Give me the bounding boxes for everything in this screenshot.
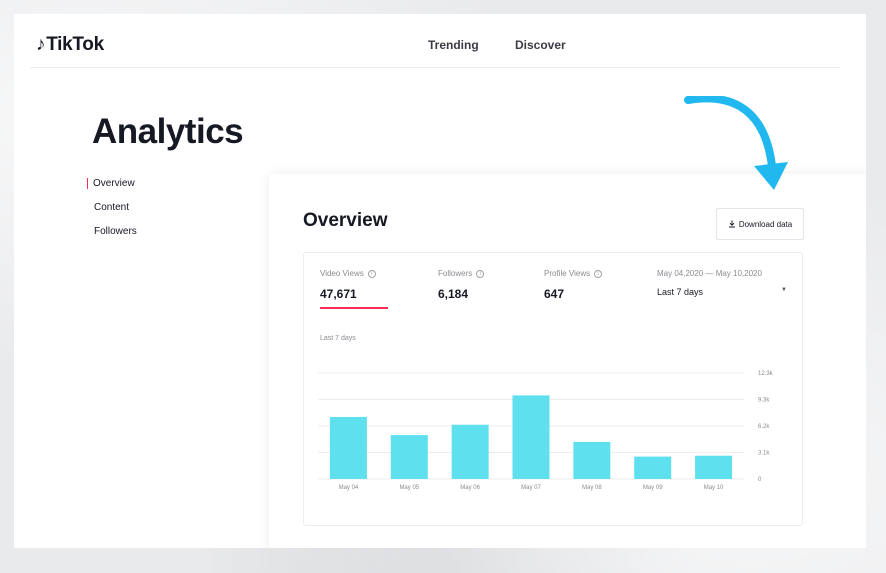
x-tick-label: May 09 [643, 485, 663, 491]
sidebar-item-followers[interactable]: Followers [94, 226, 137, 237]
metric-value: 6,184 [438, 287, 469, 301]
bar-may-07[interactable] [512, 395, 550, 479]
x-tick-label: May 04 [339, 485, 359, 491]
nav-discover[interactable]: Discover [515, 38, 566, 52]
download-data-label: Download data [738, 219, 793, 229]
info-icon[interactable]: i [476, 269, 485, 278]
metric-followers[interactable]: Followers i 6,184 [438, 269, 485, 301]
y-tick-label: 9.3k [758, 398, 770, 404]
metric-label: Profile Views [544, 269, 591, 278]
info-icon[interactable]: i [367, 269, 376, 278]
bar-may-05[interactable] [390, 435, 428, 479]
y-tick-label: 12.3k [758, 371, 774, 377]
video-views-chart: 12.3k 9.3k 6.2k 3.1k 0 May 04 May 05 May 06 May … [318, 371, 774, 491]
brand-name: TikTok [46, 34, 104, 55]
bar-may-10[interactable] [695, 455, 733, 479]
metric-profile-views[interactable]: Profile Views i 647 [544, 269, 603, 301]
sidebar-item-overview[interactable]: Overview [87, 178, 135, 189]
y-tick-label: 6.2k [758, 424, 770, 430]
overview-card: Overview Download data Video Views i 47,6… [269, 174, 866, 548]
download-data-button[interactable]: Download data [716, 208, 804, 240]
date-range-select[interactable]: May 04,2020 — May 10,2020 Last 7 days ▼ [657, 269, 787, 297]
top-bar: ♪ TikTok Trending Discover [30, 14, 840, 68]
bar-may-04[interactable] [329, 416, 367, 479]
x-tick-label: May 10 [704, 485, 724, 491]
chart-subtitle: Last 7 days [320, 335, 356, 342]
bar-may-09[interactable] [634, 456, 672, 479]
x-tick-label: May 06 [460, 485, 480, 491]
range-select-value: Last 7 days [657, 287, 704, 297]
metric-label: Followers [438, 269, 473, 278]
bar-may-08[interactable] [573, 441, 611, 479]
metric-value: 647 [544, 287, 565, 301]
x-tick-label: May 07 [521, 485, 541, 491]
sidebar-item-content[interactable]: Content [94, 202, 130, 213]
chevron-down-icon: ▼ [781, 287, 787, 293]
y-tick-label: 3.1k [758, 451, 770, 457]
x-tick-label: May 05 [399, 485, 419, 491]
download-icon [728, 220, 735, 228]
overview-title: Overview [303, 210, 388, 231]
analytics-page: ♪ TikTok Trending Discover Analytics Ove… [14, 14, 866, 548]
active-metric-underline [320, 307, 388, 309]
date-range-text: May 04,2020 — May 10,2020 [657, 269, 762, 278]
metric-video-views[interactable]: Video Views i 47,671 [320, 269, 376, 301]
page-title: Analytics [92, 112, 244, 151]
nav-trending[interactable]: Trending [428, 38, 479, 52]
x-tick-label: May 08 [582, 485, 602, 491]
tiktok-note-icon: ♪ [36, 34, 46, 55]
tiktok-logo[interactable]: ♪ TikTok [36, 34, 104, 56]
metric-value: 47,671 [320, 287, 357, 301]
metric-label: Video Views [320, 269, 364, 278]
metrics-panel: Video Views i 47,671 Followers i 6,184 Pro… [303, 252, 803, 526]
bar-may-06[interactable] [451, 424, 489, 479]
pointer-arrow-icon [684, 96, 788, 190]
info-icon[interactable]: i [594, 269, 603, 278]
y-tick-label: 0 [758, 477, 762, 483]
